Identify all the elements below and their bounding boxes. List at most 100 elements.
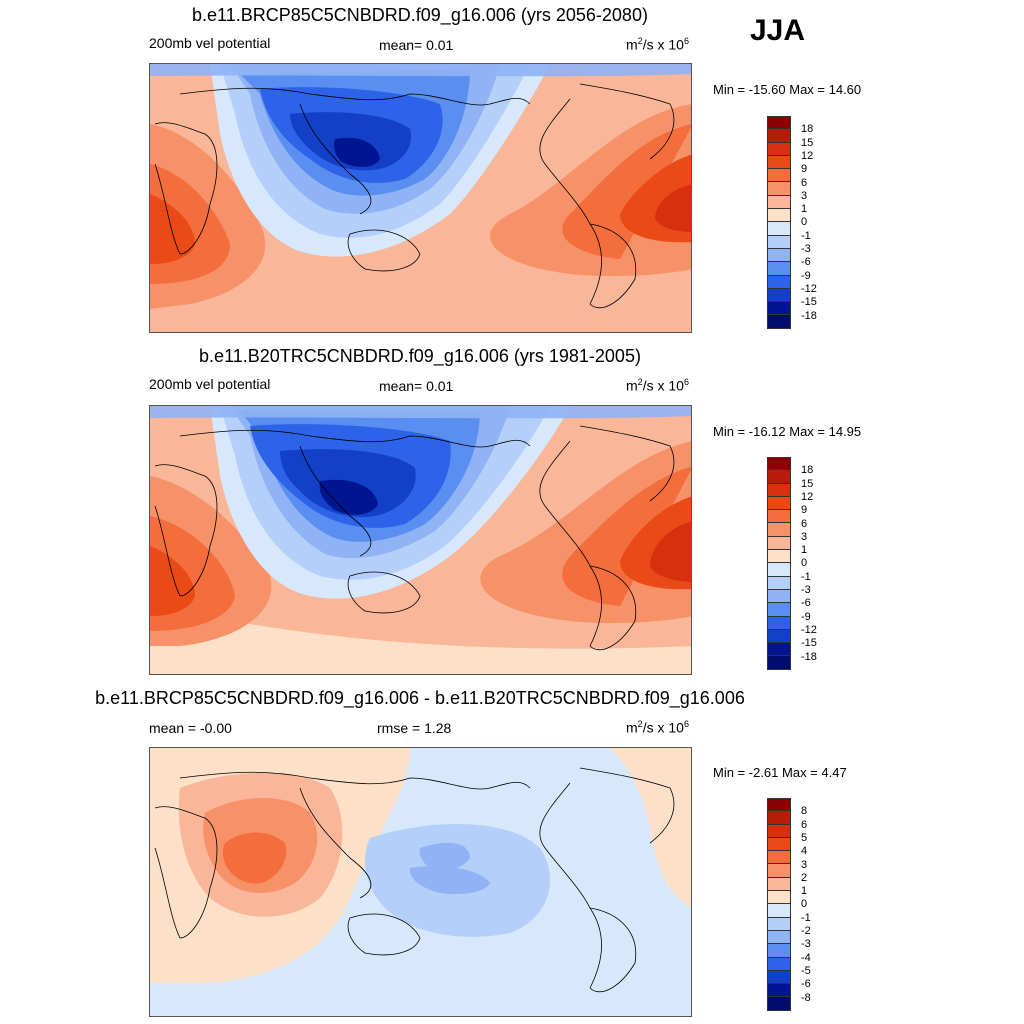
colorbar-tick-label: 3 xyxy=(801,530,808,543)
colorbar-tick-label: 6 xyxy=(801,176,808,189)
colorbar-box xyxy=(767,536,791,551)
colorbar-tick-label: 1 xyxy=(801,203,808,216)
colorbar-box xyxy=(767,798,791,812)
colorbar-box xyxy=(767,195,791,210)
colorbar-tick-label: 0 xyxy=(801,216,808,229)
colorbar-tick-label: 6 xyxy=(801,517,808,530)
colorbar-tick-label: 3 xyxy=(801,858,808,871)
panel-2-units: m2/s x 106 xyxy=(626,377,689,394)
colorbar-tick-label: -6 xyxy=(801,256,811,269)
colorbar-box xyxy=(767,563,791,577)
colorbar-box xyxy=(767,496,791,511)
colorbar-tick-label: -3 xyxy=(801,584,811,596)
panel-2-left-label: 200mb vel potential xyxy=(149,376,271,392)
colorbar-box xyxy=(767,288,791,303)
colorbar-tick-label: -18 xyxy=(801,650,817,663)
colorbar-box xyxy=(767,222,791,236)
colorbar-tick-label: -12 xyxy=(801,623,817,636)
panel-1-minmax: Min = -15.60 Max = 14.60 xyxy=(713,82,862,97)
colorbar-box xyxy=(767,470,791,484)
colorbar-tick-label: -2 xyxy=(801,925,811,937)
colorbar-box xyxy=(767,904,791,918)
colorbar-box xyxy=(767,656,791,670)
colorbar-tick-label: 15 xyxy=(801,477,814,490)
colorbar-tick-label: -9 xyxy=(801,269,811,282)
colorbar-tick-label: 8 xyxy=(801,805,808,818)
panel-2-title: b.e11.B20TRC5CNBDRD.f09_g16.006 (yrs 198… xyxy=(199,346,641,366)
colorbar-box xyxy=(767,997,791,1011)
colorbar-box xyxy=(767,235,791,249)
colorbar-box xyxy=(767,483,791,497)
colorbar-tick-label: -6 xyxy=(801,978,811,991)
colorbar-box xyxy=(767,984,791,998)
colorbar-tick-label: -6 xyxy=(801,597,811,610)
colorbar-box xyxy=(767,457,791,471)
colorbar-box xyxy=(767,169,791,183)
colorbar-tick-label: 5 xyxy=(801,831,808,844)
colorbar-tick-label: 3 xyxy=(801,189,808,202)
panel-3-map xyxy=(149,747,692,1017)
colorbar-tick-label: -9 xyxy=(801,610,811,623)
colorbar-box xyxy=(767,824,791,838)
colorbar-box xyxy=(767,510,791,524)
colorbar-tick-label: 4 xyxy=(801,845,808,858)
colorbar-tick-label: -1 xyxy=(801,911,811,924)
panel-1-colorbar: 18 15 12 9 6 3 1 0 -1 -3 -6 -9 -12 -15 -18 xyxy=(767,116,817,329)
colorbar-box xyxy=(767,116,791,130)
colorbar-tick-label: 18 xyxy=(801,123,814,136)
colorbar-box xyxy=(767,917,791,931)
colorbar-tick-label: 12 xyxy=(801,490,814,503)
colorbar-tick-label: 1 xyxy=(801,544,808,557)
colorbar-box xyxy=(767,129,791,143)
colorbar-box xyxy=(767,315,791,329)
colorbar-box xyxy=(767,851,791,865)
colorbar-box xyxy=(767,930,791,945)
panel-3-left-label: mean = -0.00 xyxy=(149,720,232,736)
colorbar-tick-label: -15 xyxy=(801,637,817,650)
panel-2-colorbar: 18 15 12 9 6 3 1 0 -1 -3 -6 -9 -12 -15 -18 xyxy=(767,457,817,670)
colorbar-tick-label: 0 xyxy=(801,898,808,911)
colorbar-box xyxy=(767,811,791,825)
colorbar-box xyxy=(767,209,791,223)
colorbar-box xyxy=(767,155,791,170)
colorbar-tick-label: -18 xyxy=(801,309,817,322)
panel-1-units: m2/s x 106 xyxy=(626,36,689,53)
colorbar-box xyxy=(767,248,791,263)
colorbar-tick-label: 0 xyxy=(801,557,808,570)
colorbar-box xyxy=(767,523,791,537)
season-label: JJA xyxy=(750,14,806,47)
colorbar-box xyxy=(767,616,791,630)
colorbar-box xyxy=(767,550,791,564)
colorbar-tick-label: 2 xyxy=(801,871,808,884)
colorbar-box xyxy=(767,302,791,316)
colorbar-tick-label: 18 xyxy=(801,464,814,477)
colorbar-tick-label: -5 xyxy=(801,964,811,977)
panel-3-units: m2/s x 106 xyxy=(626,719,689,736)
colorbar-tick-label: 15 xyxy=(801,136,814,149)
panel-1-center-label: mean= 0.01 xyxy=(379,37,454,53)
colorbar-box xyxy=(767,182,791,196)
colorbar-tick-label: 9 xyxy=(801,504,808,517)
colorbar-tick-label: -1 xyxy=(801,229,811,242)
colorbar-tick-label: -3 xyxy=(801,938,811,951)
colorbar-box xyxy=(767,576,791,590)
colorbar-tick-label: -12 xyxy=(801,282,817,295)
colorbar-tick-label: -4 xyxy=(801,951,811,964)
panel-3-center-label: rmse = 1.28 xyxy=(377,720,452,736)
panel-1-left-label: 200mb vel potential xyxy=(149,35,271,51)
colorbar-box xyxy=(767,629,791,644)
panel-2-map xyxy=(149,405,692,675)
panel-3-minmax: Min = -2.61 Max = 4.47 xyxy=(713,765,847,780)
colorbar-tick-label: 6 xyxy=(801,818,808,831)
colorbar-box xyxy=(767,864,791,878)
colorbar-box xyxy=(767,970,791,985)
colorbar-box xyxy=(767,891,791,905)
colorbar-box xyxy=(767,837,791,852)
colorbar-tick-label: -1 xyxy=(801,570,811,583)
colorbar-tick-label: -3 xyxy=(801,243,811,255)
colorbar-box xyxy=(767,142,791,156)
colorbar-tick-label: -15 xyxy=(801,296,817,309)
colorbar-box xyxy=(767,589,791,604)
colorbar-tick-label: -8 xyxy=(801,991,811,1004)
panel-1-map xyxy=(149,63,692,333)
